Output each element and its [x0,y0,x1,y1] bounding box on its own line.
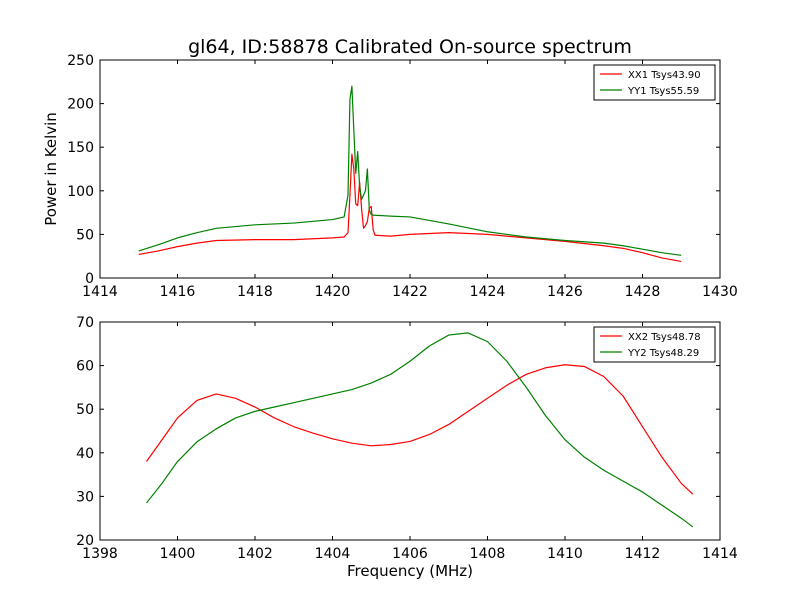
bottom-legend-box [593,326,716,363]
top-y-axis-label: Power in Kelvin [42,112,60,226]
bottom-x-tick-label: 1414 [702,546,738,562]
top-x-tick-label: 1424 [470,284,506,300]
top-x-tick-label: 1426 [547,284,583,300]
top-legend-box [593,64,716,101]
bottom-legend: XX2 Tsys48.78 YY2 Tsys48.29 [593,326,716,363]
top-legend-label-yy1: YY1 Tsys55.59 [627,86,699,97]
bottom-plot-area [146,332,694,528]
top-plot-area [138,85,682,263]
bottom-x-tick-label: 1404 [315,546,351,562]
bottom-x-tick-label: 1408 [470,546,506,562]
top-x-tick-label: 1420 [315,284,351,300]
top-series-line-yy [138,85,682,256]
top-legend: XX1 Tsys43.90 YY1 Tsys55.59 [593,64,716,101]
bottom-y-tick-label: 40 [76,446,94,462]
bottom-series-line-xx [146,364,694,495]
top-legend-label-xx1: XX1 Tsys43.90 [628,70,701,81]
top-x-tick-label: 1428 [625,284,661,300]
bottom-y-tick-label: 50 [76,402,94,418]
bottom-axes: 1398 1400 1402 1404 1406 1408 1410 1412 1414 20 30… [76,315,738,562]
top-y-tick-label: 0 [85,271,94,287]
bottom-x-tick-label: 1398 [82,546,118,562]
bottom-x-tick-label: 1412 [625,546,661,562]
top-y-tick-label: 100 [67,184,94,200]
top-x-tick-label: 1414 [82,284,118,300]
bottom-x-tick-label: 1402 [237,546,273,562]
bottom-legend-label-xx2: XX2 Tsys48.78 [628,332,701,343]
bottom-series-line-yy [146,332,694,528]
bottom-x-tick-label: 1406 [392,546,428,562]
bottom-y-tick-label: 30 [76,489,94,505]
bottom-x-tick-label: 1410 [547,546,583,562]
top-axes: 1414 1416 1418 1420 1422 1424 1426 1428 1430 0 50 1… [67,53,738,300]
top-panel: Power in Kelvin 1414 1416 1418 1420 1422 1424… [42,53,738,300]
bottom-y-tick-label: 60 [76,359,94,375]
chart-title: gl64, ID:58878 Calibrated On-source spec… [188,36,632,58]
top-series-line-xx [138,153,682,263]
bottom-y-tick-label: 20 [76,533,94,549]
top-y-tick-label: 250 [67,53,94,69]
top-y-tick-label: 150 [67,140,94,156]
top-y-tick-label: 200 [67,97,94,113]
bottom-panel: Frequency (MHz) 1398 1400 1402 1404 1406 1408… [76,315,738,580]
bottom-x-axis-label: Frequency (MHz) [347,562,473,580]
bottom-x-tick-label: 1400 [160,546,196,562]
top-x-tick-label: 1430 [702,284,738,300]
bottom-legend-label-yy2: YY2 Tsys48.29 [627,348,699,359]
bottom-y-tick-label: 70 [76,315,94,331]
top-x-tick-label: 1422 [392,284,428,300]
top-x-tick-label: 1416 [160,284,196,300]
top-x-tick-label: 1418 [237,284,273,300]
top-y-tick-label: 50 [76,227,94,243]
